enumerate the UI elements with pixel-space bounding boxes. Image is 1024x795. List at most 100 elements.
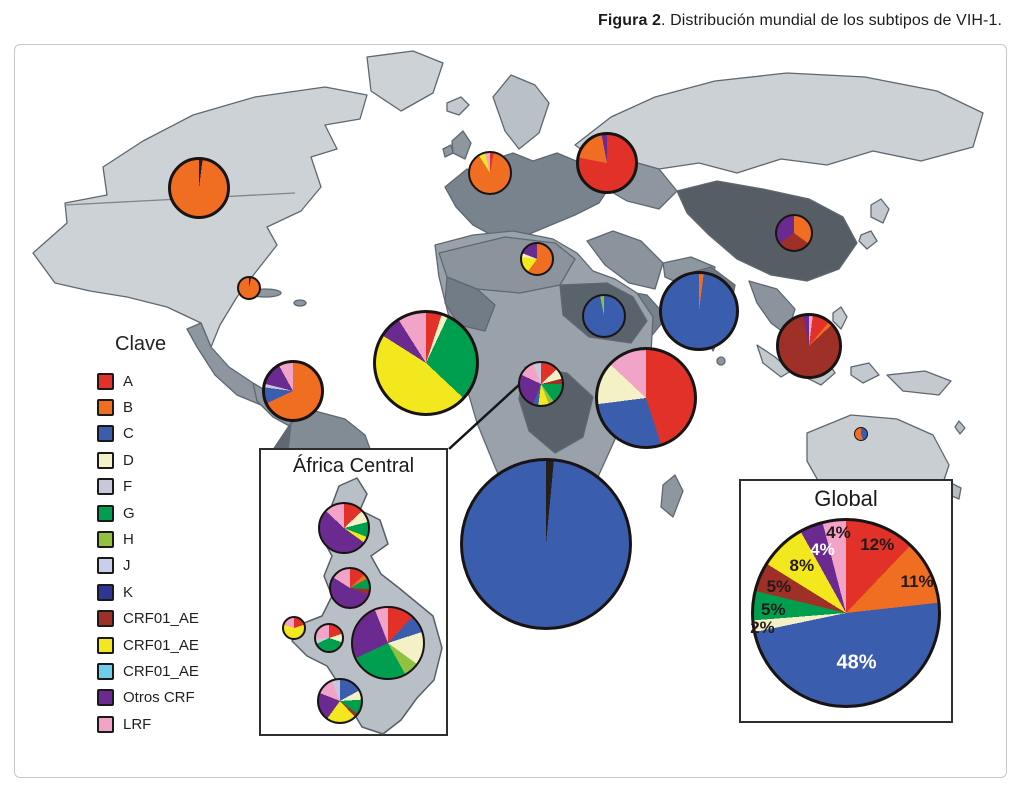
legend-item-k: K: [97, 579, 199, 605]
pie-caribbean: [237, 276, 261, 300]
landmass-new-zealand-north: [954, 420, 966, 435]
legend-swatch: [97, 583, 114, 601]
legend-item-crf01-ae: CRF01_AE: [97, 632, 199, 658]
pie-australia: [854, 427, 868, 441]
legend-label: H: [123, 531, 134, 549]
legend-item-j: J: [97, 553, 199, 579]
legend-label: CRF01_AE: [123, 636, 199, 654]
africa-central-inset-title: África Central: [292, 455, 415, 477]
legend-item-lrf: LRF: [97, 711, 199, 737]
pie-central-africa: [518, 361, 564, 407]
global-pie-label: 2%: [750, 618, 775, 638]
pie-north-africa: [520, 242, 554, 276]
landmass-iceland: [446, 96, 470, 116]
legend-label: F: [123, 478, 133, 496]
legend-swatch: [97, 610, 114, 628]
landmass-west-africa: [444, 276, 496, 332]
legend-label: CRF01_AE: [123, 610, 199, 628]
legend-swatch: [97, 662, 114, 680]
landmass-new-guinea: [886, 370, 952, 396]
landmass-hispaniola: [293, 299, 307, 307]
legend-item-f: F: [97, 474, 199, 500]
legend-title: Clave: [115, 333, 167, 355]
landmass-sumatra: [756, 344, 792, 378]
landmass-ireland: [442, 144, 454, 158]
pie-europe-west: [468, 151, 512, 195]
pie-north-america: [168, 157, 230, 219]
pie-india: [659, 271, 739, 351]
legend-item-b: B: [97, 394, 199, 420]
figure-caption: Figura 2. Distribución mundial de los su…: [598, 12, 1002, 30]
landmass-sulawesi: [850, 362, 880, 384]
landmass-philippines: [832, 306, 848, 330]
pie-russia: [576, 132, 638, 194]
pie-africa-central-5: [351, 606, 425, 680]
legend-swatch: [97, 478, 114, 496]
pie-southern-africa: [460, 458, 632, 630]
legend-label: Otros CRF: [123, 689, 195, 707]
pie-se-asia: [776, 313, 842, 379]
legend-label: LRF: [123, 715, 152, 733]
legend-label: G: [123, 504, 135, 522]
legend-label: K: [123, 583, 134, 601]
figure-panel: Clave A B C D F G H J K CRF01_AE CRF01_AE CRF01_AE O…: [14, 44, 1007, 778]
global-pie-label: 5%: [760, 599, 786, 619]
legend-item-otros-crf: Otros CRF: [97, 685, 199, 711]
legend-swatch: [97, 372, 114, 390]
pie-africa-central-1: [318, 502, 370, 554]
inset-callout-line: [448, 383, 521, 450]
pie-africa-central-2: [329, 567, 371, 609]
legend-item-d: D: [97, 447, 199, 473]
legend-item-c: C: [97, 421, 199, 447]
landmass-japan-north: [870, 198, 890, 224]
figure-caption-label: Figura 2: [597, 12, 662, 29]
legend-swatch: [97, 557, 114, 575]
landmass-madagascar: [660, 474, 684, 518]
legend-item-crf01-ae: CRF01_AE: [97, 658, 199, 684]
global-pie-label: 11%: [900, 572, 934, 592]
pie-africa-central-6: [317, 678, 363, 724]
pie-africa-central-3: [282, 616, 306, 640]
global-pie-label: 5%: [766, 576, 792, 596]
legend-swatch: [97, 715, 114, 733]
legend-items: A B C D F G H J K CRF01_AE CRF01_AE CRF01_AE Otros C…: [97, 368, 199, 737]
landmass-sri-lanka: [716, 356, 726, 366]
legend-swatch: [97, 504, 114, 522]
legend-label: CRF01_AE: [123, 662, 199, 680]
legend-swatch: [97, 531, 114, 549]
pie-china: [775, 214, 813, 252]
global-pie-label: 12%: [860, 535, 895, 555]
figure-caption-text: . Distribución mundial de los subtipos d…: [661, 12, 1002, 29]
legend-label: J: [123, 557, 131, 575]
global-pie-label: 48%: [836, 651, 877, 674]
legend-item-crf01-ae: CRF01_AE: [97, 606, 199, 632]
legend-item-g: G: [97, 500, 199, 526]
map-legend: Clave A B C D F G H J K CRF01_AE CRF01_AE CRF01_AE O…: [97, 333, 199, 737]
legend-swatch: [97, 425, 114, 443]
landmass-greenland: [366, 50, 444, 112]
legend-label: D: [123, 451, 134, 469]
legend-swatch: [97, 689, 114, 707]
global-inset-title: Global: [814, 486, 878, 511]
landmass-japan-south: [858, 230, 878, 250]
legend-label: A: [123, 372, 134, 390]
pie-middle-east: [582, 294, 626, 338]
legend-item-a: A: [97, 368, 199, 394]
pie-west-africa: [373, 310, 479, 416]
landmass-china: [676, 180, 858, 282]
landmass-scandinavia: [492, 74, 550, 150]
legend-swatch: [97, 451, 114, 469]
legend-swatch: [97, 636, 114, 654]
legend-label: B: [123, 399, 134, 417]
legend-item-h: H: [97, 526, 199, 552]
global-pie-label: 4%: [826, 523, 851, 543]
global-pie-label: 4%: [810, 539, 835, 559]
landmass-uk: [451, 130, 472, 160]
legend-label: C: [123, 425, 134, 443]
landmass-middle-east: [586, 230, 664, 290]
pie-global: 12% 11% 48% 2% 5% 5% 8% 4% 4%: [750, 518, 941, 708]
pie-south-america: [262, 360, 324, 422]
pie-east-africa: [595, 347, 697, 449]
pie-africa-central-4: [314, 623, 344, 653]
